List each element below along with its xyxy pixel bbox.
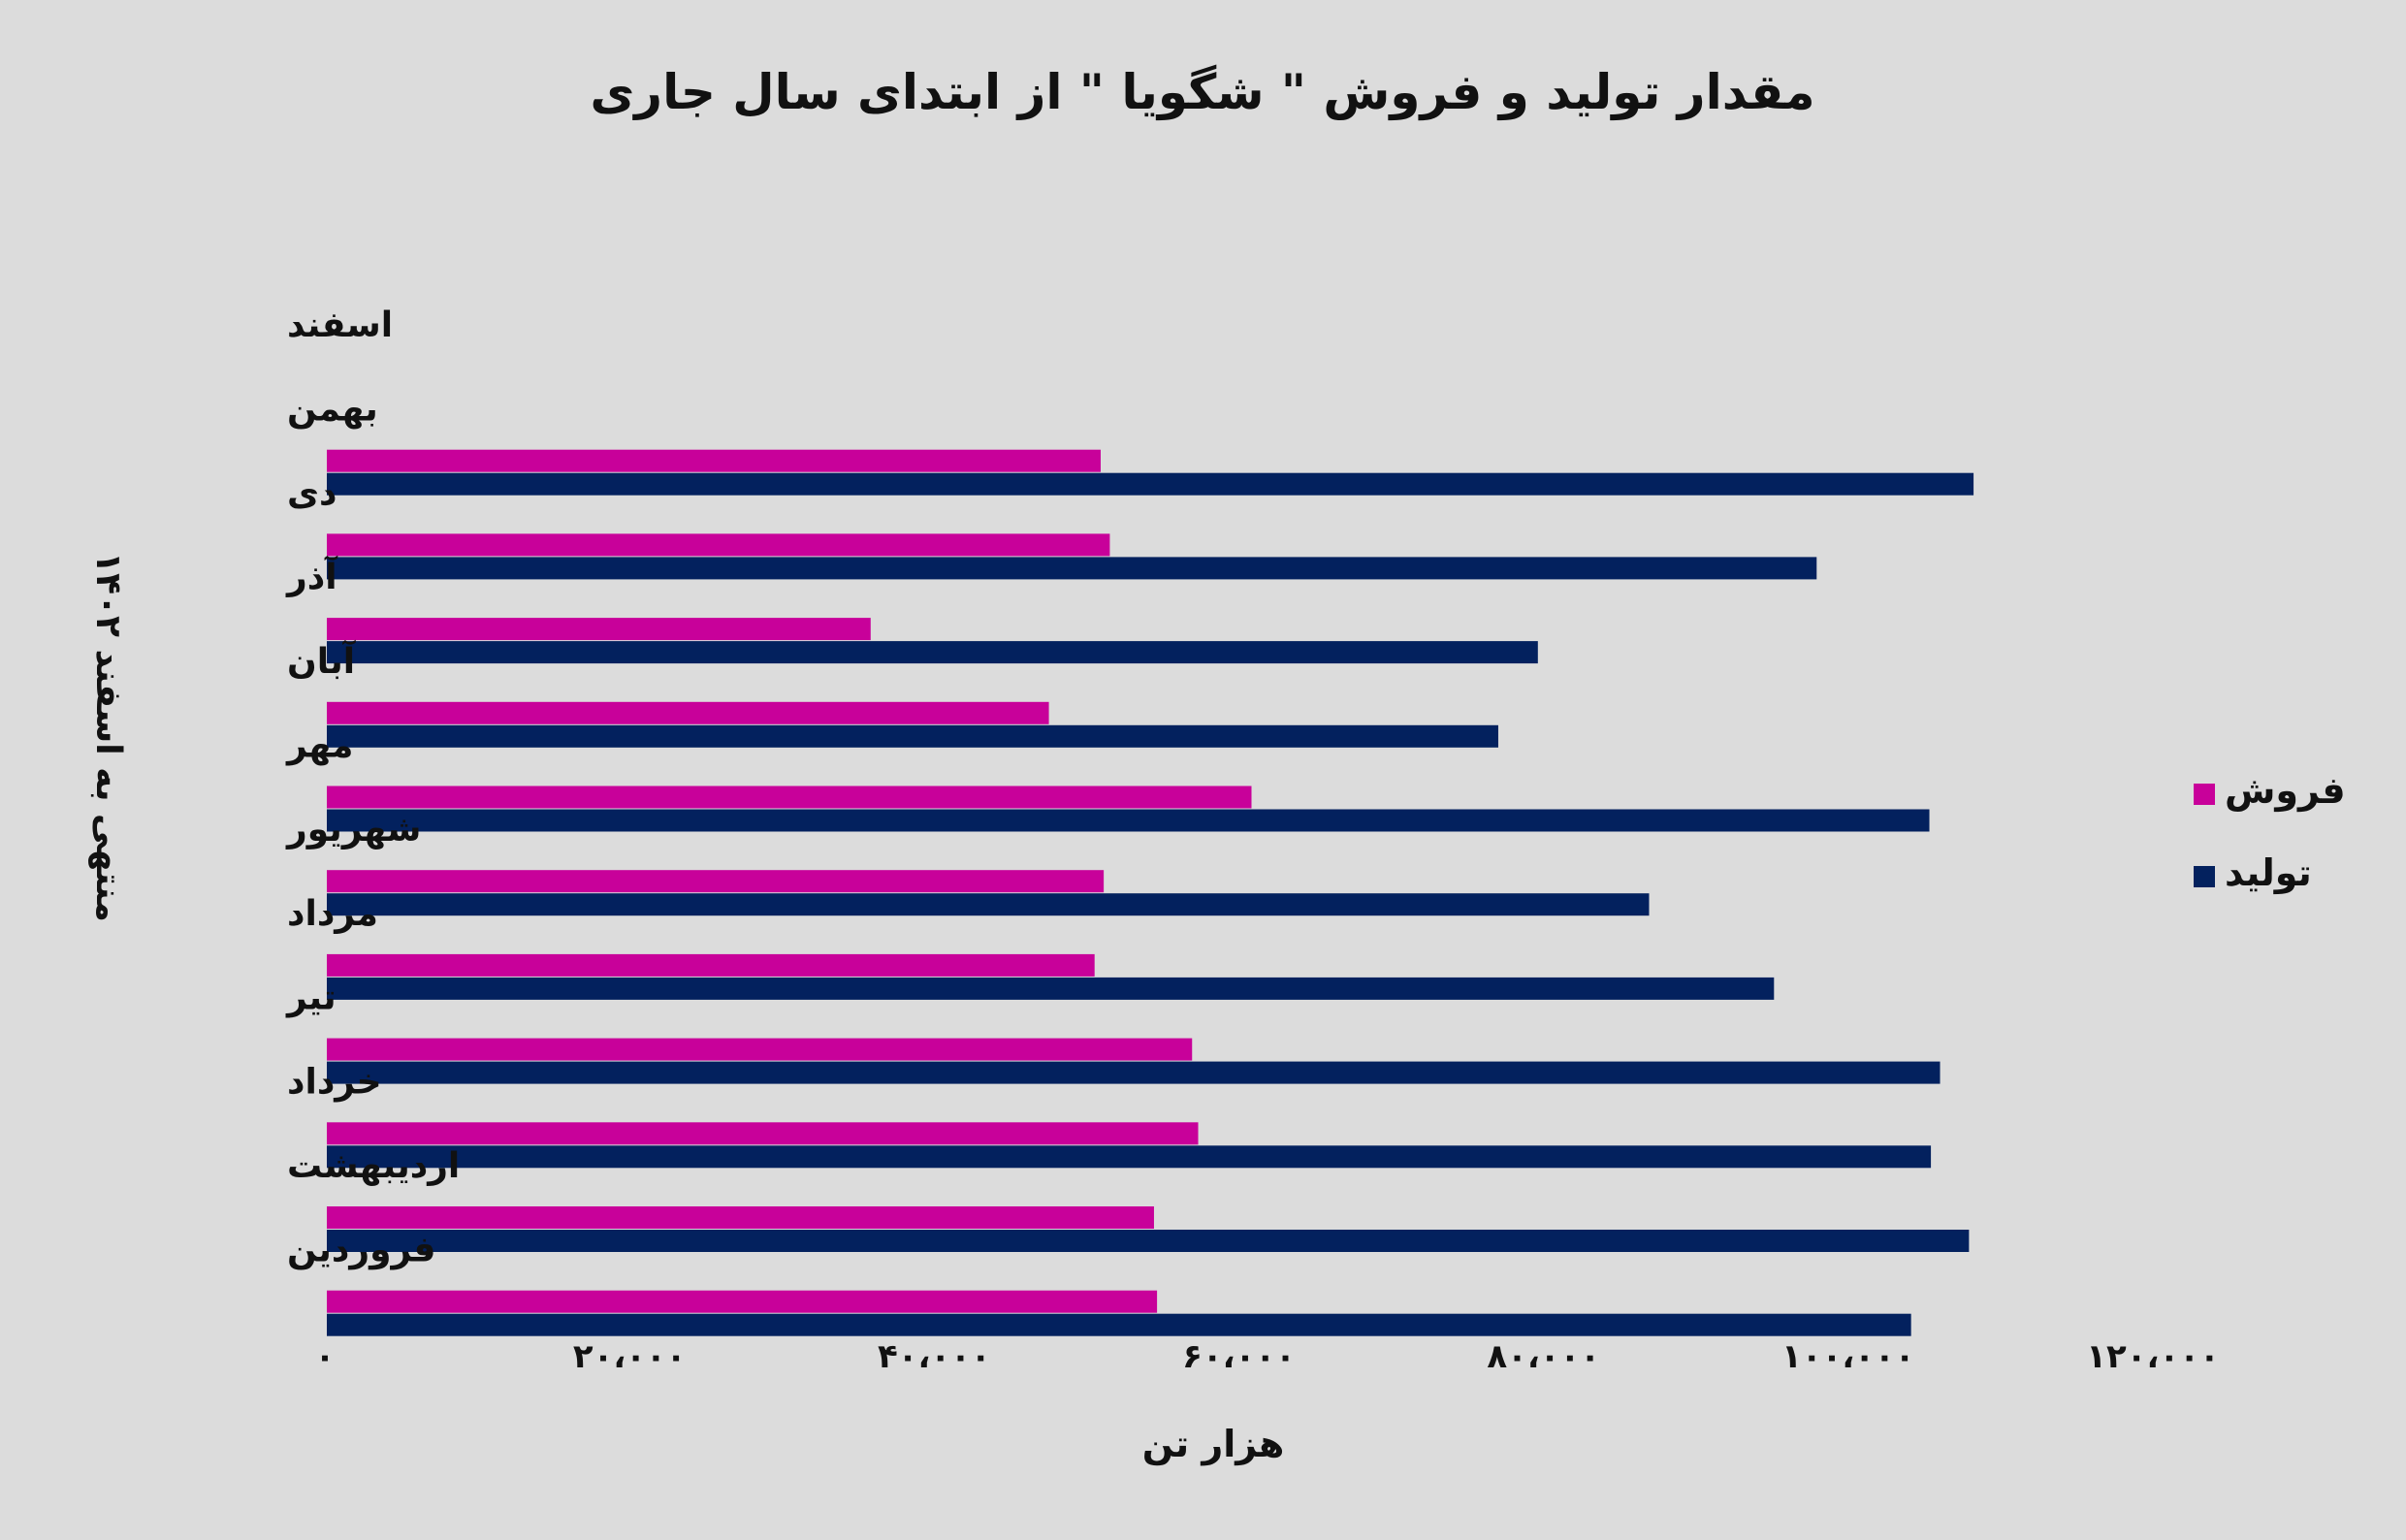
- category-label: دی: [287, 473, 337, 513]
- legend: فروش تولید: [2194, 769, 2346, 894]
- x-tick-label: ۰: [315, 1337, 336, 1376]
- bar-production-8: [327, 724, 1498, 748]
- category-label: خرداد: [287, 1062, 382, 1102]
- bar-sales-2: [327, 1206, 1154, 1229]
- bar-production-2: [327, 1230, 1970, 1252]
- x-tick-label: ۸۰،۰۰۰: [1487, 1337, 1600, 1376]
- category-label: تیر: [285, 979, 337, 1018]
- bar-sales-5: [327, 953, 1095, 977]
- x-tick-label: ۲۰،۰۰۰: [573, 1337, 687, 1376]
- bar-sales-11: [327, 449, 1101, 472]
- bar-sales-4: [327, 1038, 1193, 1061]
- bar-sales-8: [327, 701, 1049, 724]
- legend-label: فروش: [2225, 769, 2346, 813]
- bar-production-7: [327, 809, 1930, 832]
- category-label: بهمن: [287, 390, 378, 430]
- bar-production-4: [327, 1061, 1941, 1084]
- category-label: شهریور: [285, 810, 421, 850]
- x-tick-label: ۱۰۰،۰۰۰: [1781, 1337, 1914, 1376]
- category-label: مهر: [285, 726, 353, 766]
- chart-title: مقدار تولید و فروش " شگویا " از ابتدای س…: [590, 64, 1814, 121]
- bar-production-10: [327, 557, 1817, 580]
- y-axis-label: منتهی به اسفند ۱۴۰۲: [88, 552, 128, 922]
- bar-sales-7: [327, 786, 1252, 809]
- category-labels: فروردین اردیبهشت خرداد تیر مرداد شهریور مهر آبا…: [285, 305, 460, 1270]
- bar-production-5: [327, 977, 1775, 1000]
- bar-production-9: [327, 641, 1538, 664]
- category-label: فروردین: [287, 1231, 435, 1270]
- bar-sales-3: [327, 1122, 1199, 1145]
- bar-sales-9: [327, 618, 871, 641]
- bar-production-1: [327, 1313, 1911, 1336]
- legend-swatch-sales: [2194, 784, 2215, 805]
- x-axis-label: هزار تن: [1142, 1423, 1285, 1465]
- bar-production-3: [327, 1145, 1932, 1169]
- category-label: مرداد: [287, 894, 378, 934]
- x-tick-label: ۱۲۰،۰۰۰: [2086, 1337, 2219, 1376]
- bar-sales-10: [327, 533, 1110, 557]
- category-label: آذر: [285, 555, 338, 597]
- bar-production-6: [327, 893, 1650, 916]
- category-label: اسفند: [287, 305, 393, 345]
- legend-label: تولید: [2225, 851, 2312, 894]
- bar-production-11: [327, 472, 1974, 496]
- x-tick-labels: ۰ ۲۰،۰۰۰ ۴۰،۰۰۰ ۶۰،۰۰۰ ۸۰،۰۰۰ ۱۰۰،۰۰۰ ۱۲۰،۰۰۰: [315, 1337, 2220, 1376]
- x-tick-label: ۶۰،۰۰۰: [1182, 1337, 1296, 1376]
- bars-layer: [327, 449, 1974, 1336]
- legend-swatch-production: [2194, 866, 2215, 887]
- bar-sales-6: [327, 870, 1105, 893]
- category-label: اردیبهشت: [287, 1146, 460, 1186]
- bar-sales-1: [327, 1290, 1158, 1313]
- category-label: آبان: [287, 639, 357, 682]
- x-tick-label: ۴۰،۰۰۰: [878, 1337, 991, 1376]
